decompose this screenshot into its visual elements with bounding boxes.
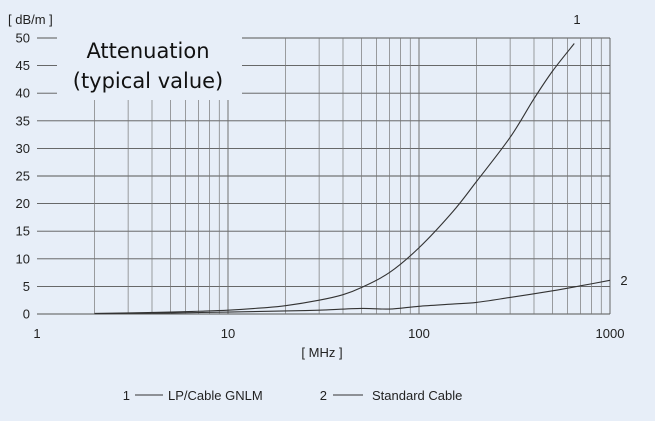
y-tick-label-7: 35 xyxy=(16,113,30,128)
y-tick-label-0: 0 xyxy=(23,307,30,322)
series-layer xyxy=(94,43,611,315)
y-tick-label-9: 45 xyxy=(16,58,30,73)
series-1-end-label: 1 xyxy=(573,12,580,27)
y-tick-label-4: 20 xyxy=(16,196,30,211)
title-backdrop xyxy=(57,34,242,100)
x-tick-label-2: 100 xyxy=(408,326,430,341)
x-tick-label-3: 1000 xyxy=(596,326,625,341)
y-tick-label-5: 25 xyxy=(16,169,30,184)
y-axis-label: [ dB/m ] xyxy=(8,12,53,27)
series-2-end-label: 2 xyxy=(620,273,627,288)
legend-label-1: LP/Cable GNLM xyxy=(168,388,263,403)
y-tick-label-1: 5 xyxy=(23,279,30,294)
legend-key-1: 1 xyxy=(123,388,130,403)
y-tick-label-8: 40 xyxy=(16,86,30,101)
series-line-2 xyxy=(94,279,611,315)
y-tick-label-10: 50 xyxy=(16,31,30,46)
y-tick-label-6: 30 xyxy=(16,141,30,156)
tick-labels: 0 5 10 15 20 25 30 35 40 45 50 1 10 100 1000 xyxy=(16,31,625,342)
y-tick-label-3: 15 xyxy=(16,224,30,239)
legend: 1 LP/Cable GNLM 2 Standard Cable xyxy=(123,388,463,403)
y-tick-label-2: 10 xyxy=(16,251,30,266)
x-tick-label-0: 1 xyxy=(33,326,40,341)
chart-title: Attenuation xyxy=(86,39,209,63)
legend-key-2: 2 xyxy=(320,388,327,403)
x-axis-label: [ MHz ] xyxy=(301,345,342,360)
legend-label-2: Standard Cable xyxy=(372,388,462,403)
x-tick-label-1: 10 xyxy=(221,326,235,341)
series-line-1 xyxy=(94,43,575,314)
chart-subtitle: (typical value) xyxy=(73,69,224,93)
